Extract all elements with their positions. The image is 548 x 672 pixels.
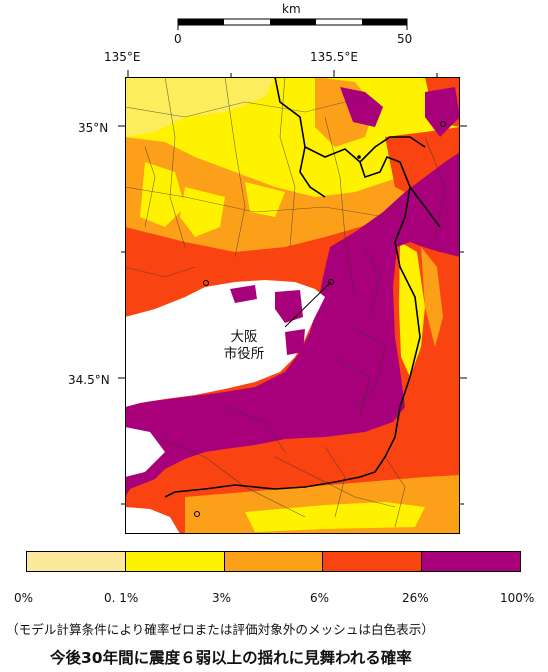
legend-tick-3: 6% — [310, 591, 330, 605]
hazard-map — [125, 77, 460, 534]
legend-swatch-0 — [27, 552, 126, 571]
legend-tick-2: 3% — [212, 591, 232, 605]
legend-tick-5: 100% — [500, 591, 535, 605]
caption-note: （モデル計算条件により確率ゼロまたは評価対象外のメッシュは白色表示） — [6, 622, 434, 637]
legend-swatch-2 — [224, 552, 324, 571]
map-title: 今後30年間に震度６弱以上の揺れに見舞われる確率 — [50, 649, 412, 667]
scalebar-end-label: 50 — [397, 32, 413, 46]
callout-osaka-city-hall: 大阪 市役所 — [214, 329, 274, 363]
callout-line-2: 市役所 — [222, 346, 266, 363]
scalebar-start-label: 0 — [174, 32, 182, 46]
legend-swatch-3 — [323, 552, 423, 571]
legend-tick-4: 26% — [402, 591, 429, 605]
map-ticks — [118, 70, 467, 505]
latitude-label-35: 35°N — [78, 121, 109, 135]
legend-swatch-1 — [125, 552, 225, 571]
legend-tick-0: 0% — [14, 591, 34, 605]
latitude-label-34-5: 34.5°N — [68, 373, 110, 387]
legend-swatch-4 — [422, 552, 520, 571]
legend-bar — [26, 551, 521, 572]
scalebar — [177, 18, 408, 30]
callout-line-1: 大阪 — [229, 329, 259, 346]
legend-tick-1: 0. 1% — [104, 591, 139, 605]
longitude-label-135-5: 135.5°E — [310, 50, 358, 64]
longitude-label-135: 135°E — [104, 50, 141, 64]
scalebar-unit-label: km — [282, 2, 301, 16]
